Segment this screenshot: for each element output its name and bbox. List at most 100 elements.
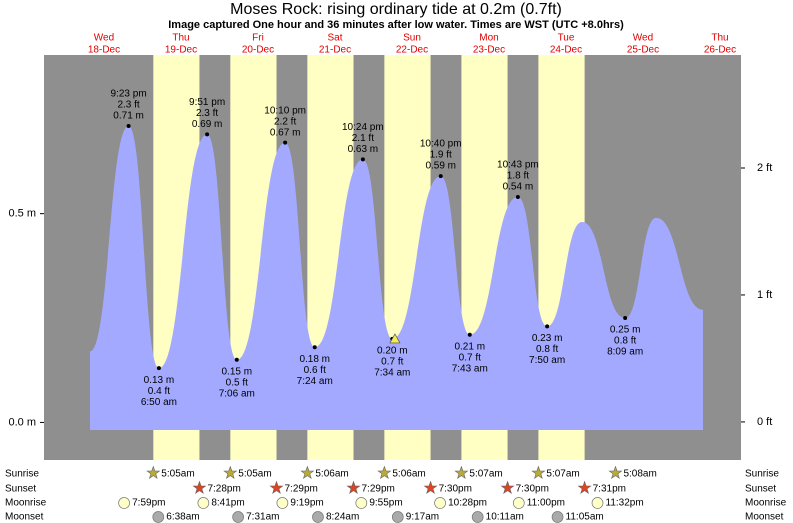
sunrise-time: 5:06am <box>392 469 425 480</box>
extreme-time: 7:24 am <box>297 376 333 387</box>
day-date: 18-Dec <box>88 45 120 56</box>
moonset-icon <box>551 511 564 523</box>
tide-extreme <box>156 366 161 371</box>
tide-extreme <box>438 174 443 179</box>
moonset-icon <box>152 511 165 523</box>
extreme-m: 0.13 m <box>144 375 175 386</box>
row-label: Moonrise <box>5 498 47 509</box>
moonrise-time: 11:00pm <box>527 498 565 509</box>
row-label: Moonrise <box>745 498 787 509</box>
sunrise-time: 5:08am <box>623 469 656 480</box>
row-label: Sunrise <box>745 469 779 480</box>
y-tick-label: 0.5 m <box>8 208 36 220</box>
tide-extreme <box>234 357 239 362</box>
extreme-time: 9:51 pm <box>189 97 225 108</box>
day-date: 26-Dec <box>704 45 736 56</box>
moonrise-icon <box>118 497 130 509</box>
sunrise-time: 5:07am <box>469 469 502 480</box>
extreme-ft: 0.5 ft <box>226 377 248 388</box>
tide-area <box>89 125 703 431</box>
y2-tick-label: 2 ft <box>757 162 772 174</box>
chart-title: Moses Rock: rising ordinary tide at 0.2m… <box>230 1 562 18</box>
extreme-m: 0.69 m <box>192 119 223 130</box>
extreme-ft: 2.2 ft <box>274 116 296 127</box>
day-date: 19-Dec <box>165 45 197 56</box>
tide-extreme <box>515 194 520 199</box>
moonrise-icon <box>197 497 210 509</box>
y-tick-label: 0.0 m <box>8 416 36 428</box>
day-name: Sun <box>403 33 421 44</box>
moonset-icon <box>391 511 404 523</box>
sunrise-time: 5:05am <box>238 469 271 480</box>
extreme-ft: 1.8 ft <box>507 171 529 182</box>
moonset-time: 9:17am <box>406 512 439 523</box>
day-date: 24-Dec <box>550 45 582 56</box>
tide-extreme <box>126 123 131 128</box>
moonrise-time: 7:59pm <box>132 498 165 509</box>
moonrise-time: 11:32pm <box>606 498 644 509</box>
extreme-ft: 0.7 ft <box>381 357 403 368</box>
tide-extreme <box>467 332 472 337</box>
sunrise-time: 5:06am <box>315 469 348 480</box>
sunrise-icon <box>146 465 161 480</box>
sunset-time: 7:28pm <box>207 484 240 495</box>
extreme-time: 7:06 am <box>219 388 255 399</box>
moonrise-icon <box>355 497 368 509</box>
sunrise-icon <box>531 465 546 480</box>
day-date: 25-Dec <box>627 45 659 56</box>
extreme-m: 0.23 m <box>532 333 563 344</box>
day-name: Wed <box>633 33 653 44</box>
extreme-m: 0.20 m <box>377 346 408 357</box>
extreme-time: 8:09 am <box>607 347 643 358</box>
extreme-ft: 0.8 ft <box>614 336 636 347</box>
day-name: Thu <box>711 33 728 44</box>
current-tide-marker <box>389 333 401 344</box>
extreme-time: 7:50 am <box>529 355 565 366</box>
extreme-ft: 0.7 ft <box>459 352 481 363</box>
sunrise-icon <box>454 465 469 480</box>
y2-tick-label: 1 ft <box>757 289 772 301</box>
row-label: Sunrise <box>5 469 39 480</box>
extreme-m: 0.21 m <box>454 341 485 352</box>
extreme-ft: 2.1 ft <box>352 133 374 144</box>
day-date: 22-Dec <box>396 45 428 56</box>
extreme-ft: 2.3 ft <box>117 100 139 111</box>
day-date: 23-Dec <box>473 45 505 56</box>
moonset-icon <box>471 511 484 523</box>
chart-subtitle: Image captured One hour and 36 minutes a… <box>168 19 624 31</box>
day-name: Wed <box>94 33 114 44</box>
moonrise-time: 9:19pm <box>290 498 323 509</box>
sunset-icon <box>269 480 284 495</box>
moonrise-icon <box>276 497 289 509</box>
extreme-m: 0.67 m <box>270 127 301 138</box>
day-name: Mon <box>479 33 498 44</box>
sunrise-icon <box>223 465 238 480</box>
extreme-m: 0.25 m <box>610 325 641 336</box>
day-name: Fri <box>252 33 264 44</box>
sunrise-time: 5:05am <box>161 469 194 480</box>
extreme-time: 9:23 pm <box>111 89 147 100</box>
sunset-icon <box>192 480 207 495</box>
moonrise-time: 8:41pm <box>211 498 244 509</box>
tide-extreme <box>623 316 628 321</box>
row-label: Moonset <box>5 512 44 523</box>
extreme-time: 10:10 pm <box>264 105 306 116</box>
extreme-time: 6:50 am <box>141 397 177 408</box>
day-name: Sat <box>327 33 342 44</box>
row-label: Sunset <box>5 484 36 495</box>
extreme-m: 0.59 m <box>425 161 456 172</box>
y2-tick-label: 0 ft <box>757 416 772 428</box>
moonrise-icon <box>434 497 446 509</box>
moonset-time: 7:31am <box>246 512 279 523</box>
sunset-icon <box>500 480 515 495</box>
moonset-icon <box>232 511 244 523</box>
extreme-ft: 2.3 ft <box>196 108 218 119</box>
extreme-time: 10:43 pm <box>497 160 539 171</box>
moonrise-time: 9:55pm <box>369 498 402 509</box>
sunset-icon <box>423 480 438 495</box>
extreme-time: 7:43 am <box>452 363 488 374</box>
extreme-ft: 0.4 ft <box>148 386 170 397</box>
day-date: 20-Dec <box>242 45 274 56</box>
moonset-time: 11:05am <box>566 512 604 523</box>
